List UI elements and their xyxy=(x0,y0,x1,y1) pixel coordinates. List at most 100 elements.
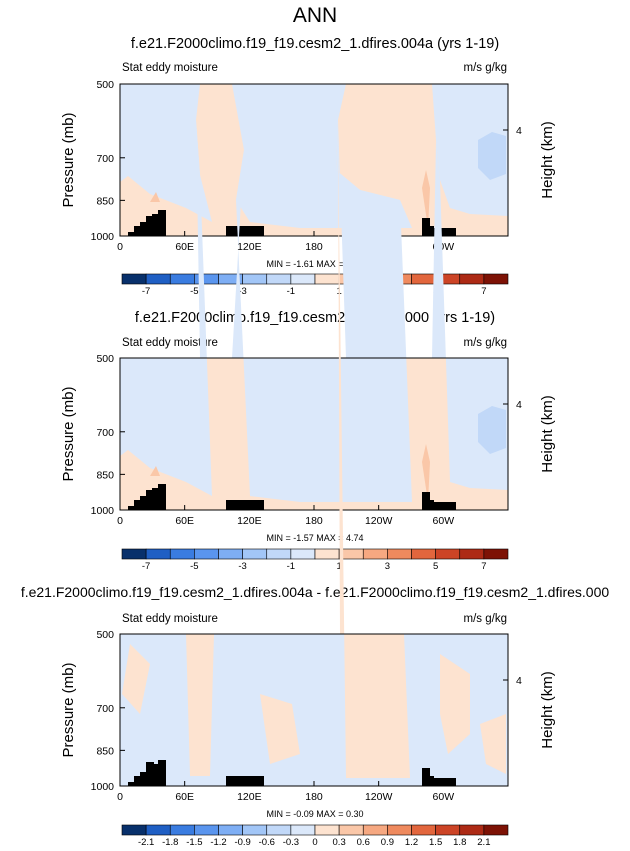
variable-label: Stat eddy moisture xyxy=(122,613,218,625)
x-tick-label: 60W xyxy=(433,515,455,527)
positive-core xyxy=(422,170,430,228)
colorbar-label: -0.6 xyxy=(259,837,275,848)
negative-region xyxy=(120,120,212,496)
positive-core xyxy=(150,466,160,476)
colorbar-swatch xyxy=(169,273,195,285)
colorbar-swatch xyxy=(483,273,509,285)
colorbar-swatch xyxy=(459,273,485,285)
topography-mask xyxy=(152,488,158,510)
y-tick-label: 500 xyxy=(96,79,114,91)
colorbar-label: -0.9 xyxy=(234,837,250,848)
variable-label: Stat eddy moisture xyxy=(122,62,218,74)
chart-panel-1: f.e21.F2000climo.f19_f19.cesm2_1.dfires.… xyxy=(60,36,556,297)
y-tick-label: 700 xyxy=(96,703,114,715)
colorbar-swatch xyxy=(314,273,340,285)
positive-region xyxy=(440,654,470,754)
y-tick-label: 500 xyxy=(96,353,114,365)
x-tick-label: 60E xyxy=(175,791,194,803)
colorbar-label: -3 xyxy=(238,561,246,572)
negative-core xyxy=(478,132,506,180)
colorbar-label: -1.5 xyxy=(186,837,202,848)
colorbar-swatch xyxy=(266,824,292,836)
colorbar-label: 7 xyxy=(481,561,486,572)
y-right-tick-label: 4 xyxy=(516,399,522,411)
x-tick-label: 60W xyxy=(433,791,455,803)
page-title: ANN xyxy=(292,4,338,27)
topography-mask xyxy=(422,492,430,510)
topography-mask xyxy=(226,776,264,786)
topography-mask xyxy=(128,506,138,510)
topography-mask xyxy=(140,222,146,236)
topography-mask xyxy=(146,216,154,236)
colorbar-swatch xyxy=(290,548,316,560)
colorbar-label: 0.6 xyxy=(357,837,370,848)
colorbar-swatch xyxy=(362,548,388,560)
positive-core xyxy=(422,444,430,502)
topography-mask xyxy=(128,782,138,786)
topography-mask xyxy=(158,484,166,510)
positive-region xyxy=(338,140,410,778)
min-max-stats: MIN = -1.61 MAX = 4.79 xyxy=(266,259,363,269)
y-axis-label: Pressure (mb) xyxy=(60,112,77,207)
min-max-stats: MIN = -0.09 MAX = 0.30 xyxy=(266,809,363,819)
y-tick-label: 500 xyxy=(96,629,114,641)
colorbar-swatch xyxy=(411,548,436,560)
topography-mask xyxy=(140,496,146,510)
colorbar-label: -0.3 xyxy=(283,837,299,848)
colorbar-label: -5 xyxy=(190,286,198,297)
colorbar-swatch xyxy=(483,548,509,560)
y-tick-label: 850 xyxy=(96,745,114,757)
colorbar-swatch xyxy=(483,824,509,836)
colorbar-swatch xyxy=(194,824,219,836)
y-tick-label: 1000 xyxy=(91,231,115,243)
topography-mask xyxy=(158,210,166,236)
colorbar-label: 2.1 xyxy=(477,837,490,848)
colorbar-swatch xyxy=(314,548,340,560)
colorbar-label: 1 xyxy=(336,561,341,572)
y-right-axis-label: Height (km) xyxy=(539,395,556,473)
colorbar-swatch xyxy=(435,824,461,836)
topography-mask xyxy=(434,778,456,786)
colorbar-swatch xyxy=(121,273,147,285)
positive-core xyxy=(150,192,160,202)
colorbar-swatch xyxy=(242,273,268,285)
min-max-stats: MIN = -1.57 MAX = 4.74 xyxy=(266,533,363,543)
x-tick-label: 180 xyxy=(305,515,323,527)
colorbar-label: 7 xyxy=(481,286,486,297)
colorbar-swatch xyxy=(218,548,243,560)
positive-region xyxy=(186,634,214,776)
colorbar-label: -1.8 xyxy=(162,837,178,848)
topography-mask xyxy=(428,776,434,786)
panel-title: f.e21.F2000climo.f19_f19.cesm2_1.dfires.… xyxy=(131,36,499,52)
x-tick-label: 60E xyxy=(175,515,194,527)
units-label: m/s g/kg xyxy=(464,62,507,74)
variable-label: Stat eddy moisture xyxy=(122,337,218,349)
y-right-tick-label: 4 xyxy=(516,125,522,137)
colorbar-label: -1 xyxy=(287,286,295,297)
colorbar-swatch xyxy=(411,273,436,285)
colorbar-swatch xyxy=(169,548,195,560)
y-axis-label: Pressure (mb) xyxy=(60,662,77,757)
colorbar-label: 0 xyxy=(312,837,317,848)
colorbar-swatch xyxy=(387,824,412,836)
colorbar-label: 3 xyxy=(385,561,390,572)
y-tick-label: 1000 xyxy=(91,781,115,793)
positive-region xyxy=(480,714,506,774)
colorbar-label: 1.2 xyxy=(405,837,418,848)
colorbar-swatch xyxy=(121,548,147,560)
y-tick-label: 1000 xyxy=(91,505,115,517)
y-tick-label: 700 xyxy=(96,153,114,165)
colorbar-label: 1.8 xyxy=(453,837,466,848)
x-tick-label: 0 xyxy=(117,791,123,803)
x-tick-label: 120E xyxy=(237,241,262,253)
y-tick-label: 700 xyxy=(96,427,114,439)
colorbar-swatch xyxy=(338,824,364,836)
colorbar-swatch xyxy=(266,548,292,560)
colorbar-swatch xyxy=(435,548,461,560)
colorbar-swatch xyxy=(145,548,171,560)
topography-mask xyxy=(422,218,430,236)
colorbar-swatch xyxy=(290,273,316,285)
colorbar-label: 1.5 xyxy=(429,837,442,848)
chart-panel-3: f.e21.F2000climo.f19_f19.cesm2_1.dfires.… xyxy=(21,140,609,848)
